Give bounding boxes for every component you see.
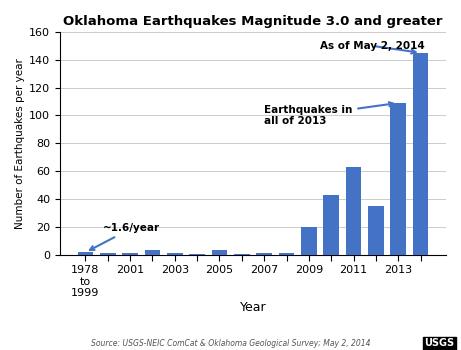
Bar [301,227,317,254]
Bar [413,53,428,254]
Bar [346,167,361,254]
Bar [390,103,406,254]
Bar [212,251,227,254]
Bar [324,195,339,254]
Bar [279,252,295,254]
Text: As of May 2, 2014: As of May 2, 2014 [320,41,425,54]
Text: ~1.6/year: ~1.6/year [90,223,160,250]
Bar [145,251,160,254]
Y-axis label: Number of Earthquakes per year: Number of Earthquakes per year [15,58,25,229]
Text: Source: USGS-NEIC ComCat & Oklahoma Geological Survey; May 2, 2014: Source: USGS-NEIC ComCat & Oklahoma Geol… [91,339,370,348]
Text: USGS: USGS [424,338,454,348]
Bar [256,252,272,254]
Bar [167,253,183,254]
Bar [100,253,116,254]
Title: Oklahoma Earthquakes Magnitude 3.0 and greater: Oklahoma Earthquakes Magnitude 3.0 and g… [63,15,443,28]
Bar [122,252,138,254]
Bar [368,206,384,254]
Bar [77,252,93,254]
Text: Earthquakes in
all of 2013: Earthquakes in all of 2013 [264,102,393,126]
X-axis label: Year: Year [240,301,266,314]
